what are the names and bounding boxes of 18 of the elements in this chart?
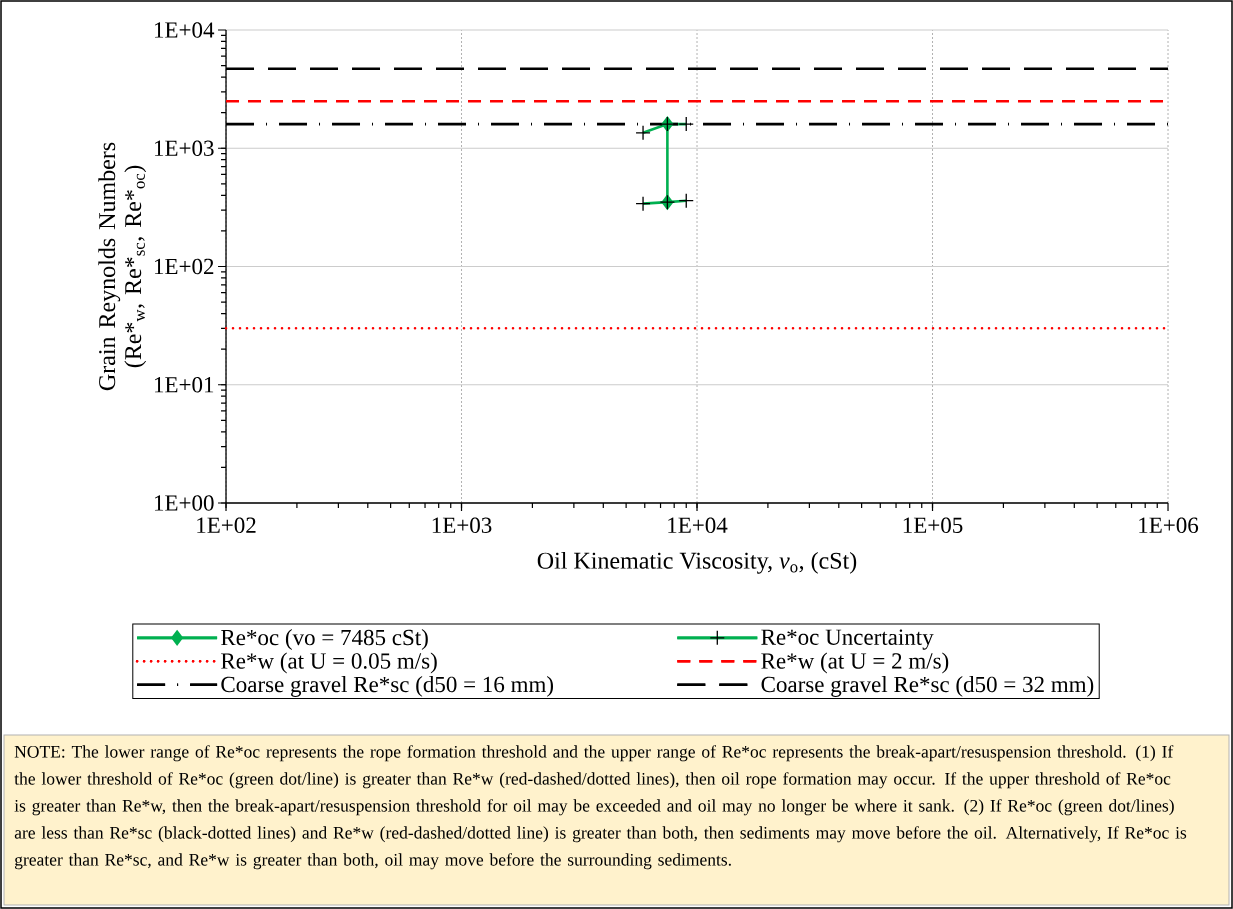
x-tick-label: 1E+03 [432, 517, 492, 533]
x-tick-label: 1E+06 [1139, 517, 1199, 533]
legend-label: Coarse gravel Re*sc (d50 = 16 mm) [221, 676, 554, 697]
x-tick-label: 1E+04 [668, 517, 728, 533]
legend-label: Re*w (at U = 2 m/s) [761, 652, 949, 674]
y-tick-label: 1E+00 [154, 495, 214, 511]
y-tick-label: 1E+01 [154, 376, 214, 393]
x-tick-label: 1E+05 [903, 517, 963, 533]
y-tick-label: 1E+04 [154, 22, 215, 38]
text: NOTE: The lower range of Re*oc represents the rope formation threshold and the upper range of Re*oc represents the break-apart/resuspension threshold. (1) If the lower threshold of Re*oc (green dot/line) is greater than Re*w (red-dashed/dotted lines), then oil rope formation may occur. If the upper threshold of Re*oc is greater than Re*w, then the break-apart/resuspension threshold for oil may be exceeded and oil may no longer be where it sank. (2) If Re*oc (green dot/lines) are less than Re*sc (black-dotted lines) and Re*w (red-dashed/dotted line) is greater than both, then sediments may move before the oil. Alternatively, If Re*oc is greater than Re*sc, and Re*w is greater than both, oil may move before the surrounding sediments. [14, 745, 1187, 870]
y-tick-label: 1E+02 [154, 258, 214, 275]
y-tick-label: 1E+03 [154, 140, 214, 156]
legend-label: Coarse gravel Re*sc (d50 = 32 mm) [761, 676, 1094, 697]
legend-label: Re*oc Uncertainty [761, 629, 934, 650]
x-axis-title: Oil Kinematic Viscosity, v$_{o}$, (cSt) [537, 551, 857, 574]
legend-label: Re*oc (vo = 7485 cSt) [221, 629, 428, 650]
x-tick-label: 1E+02 [197, 517, 256, 533]
legend-label: Re*w (at U = 0.05 m/s) [221, 652, 437, 674]
